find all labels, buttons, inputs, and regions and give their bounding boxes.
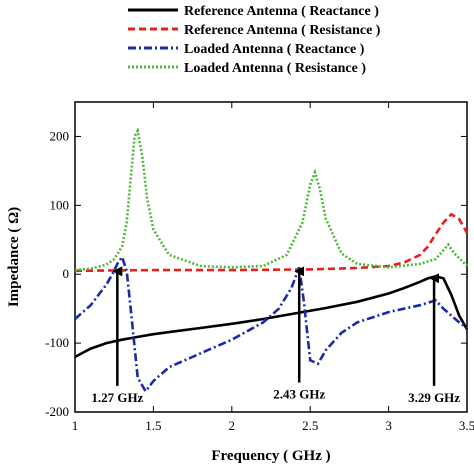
annotation-label-2: 3.29 GHz	[408, 390, 460, 405]
x-tick-label-1: 1.5	[145, 418, 161, 433]
legend-label-2: Loaded Antenna ( Reactance )	[184, 42, 365, 57]
series-layer	[74, 127, 469, 394]
plot-frame	[74, 101, 468, 413]
y-tick-label-1: 100	[50, 197, 70, 212]
annotation-label-0: 1.27 GHz	[91, 390, 143, 405]
x-tick-label-4: 3	[385, 418, 392, 433]
annotation-label-1: 2.43 GHz	[273, 386, 325, 401]
x-tick-label-2: 2	[229, 418, 236, 433]
legend-label-0: Reference Antenna ( Reactance )	[184, 4, 379, 19]
series-line-1	[74, 212, 469, 273]
y-tick-label-3: -100	[45, 335, 69, 350]
y-tick-label-4: -200	[45, 404, 69, 419]
legend-label-3: Loaded Antenna ( Resistance )	[184, 61, 366, 76]
x-axis-title: Frequency ( GHz )	[211, 448, 330, 464]
x-tick-label-0: 1	[72, 418, 79, 433]
y-axis-title: Impedance ( Ω)	[6, 207, 22, 307]
legend: Reference Antenna ( Reactance ) Reference…	[128, 4, 381, 76]
y-tick-label-2: 0	[63, 266, 70, 281]
x-tick-label-3: 2.5	[302, 418, 318, 433]
series-line-3	[74, 127, 468, 272]
series-line-0	[74, 274, 469, 359]
annotation-layer: 1.27 GHz 2.43 GHz 3.29 GHz	[91, 266, 460, 405]
legend-label-1: Reference Antenna ( Resistance )	[184, 23, 381, 38]
ticks-layer: 1 1.5 2 2.5 3 3.5 200 100 0 -100 -200	[45, 102, 474, 433]
x-tick-label-5: 3.5	[459, 418, 474, 433]
y-tick-label-0: 200	[50, 128, 70, 143]
series-line-2	[74, 254, 468, 394]
